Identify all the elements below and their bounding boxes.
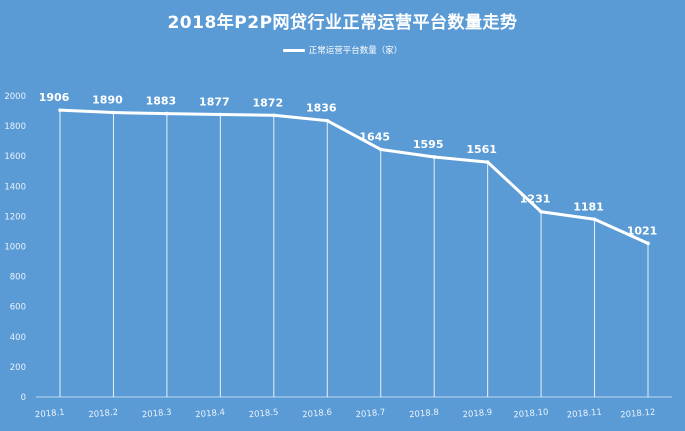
x-tick-label: 2018.3	[141, 408, 172, 421]
data-label: 1181	[573, 200, 604, 213]
x-tick-label: 2018.10	[513, 407, 549, 420]
data-label: 1561	[466, 143, 497, 156]
y-tick-label: 400	[10, 333, 26, 343]
data-point	[218, 112, 223, 117]
x-tick-label: 2018.4	[195, 408, 226, 421]
chart-title: 2018年P2P网贷行业正常运营平台数量走势	[167, 13, 518, 33]
series-line	[58, 108, 650, 245]
x-tick-label: 2018.2	[88, 408, 119, 421]
y-tick-label: 1000	[4, 243, 26, 253]
x-tick-label: 2018.6	[302, 408, 333, 421]
data-point	[378, 147, 383, 152]
data-point	[485, 160, 490, 164]
data-point	[646, 241, 650, 246]
data-label: 1645	[359, 130, 390, 143]
legend-swatch	[282, 48, 305, 52]
data-label: 1021	[627, 224, 658, 237]
data-point	[165, 111, 169, 116]
x-tick-label: 2018.7	[355, 408, 386, 421]
y-tick-label: 2000	[4, 92, 26, 102]
data-label: 1872	[253, 96, 284, 109]
data-point	[111, 110, 116, 115]
data-label: 1906	[39, 91, 70, 104]
data-label: 1836	[306, 102, 337, 115]
data-label: 1877	[199, 96, 230, 109]
data-point	[325, 118, 330, 123]
data-label: 1595	[413, 138, 444, 151]
data-point	[592, 217, 597, 222]
data-point	[539, 209, 543, 214]
y-tick-label: 0	[21, 393, 26, 403]
data-label: 1883	[146, 95, 177, 108]
x-tick-label: 2018.12	[620, 407, 656, 420]
data-point	[432, 155, 436, 159]
y-tick-label: 1600	[4, 152, 26, 162]
y-tick-label: 200	[10, 363, 26, 373]
data-point	[58, 108, 62, 112]
x-tick-label: 2018.1	[35, 408, 66, 421]
y-tick-label: 1200	[4, 212, 26, 222]
y-tick-label: 800	[10, 273, 26, 283]
x-tick-label: 2018.11	[566, 407, 602, 420]
y-tick-label: 1400	[4, 182, 26, 192]
y-tick-label: 1800	[4, 122, 26, 132]
legend-label: 正常运营平台数量（家）	[308, 46, 403, 56]
data-label: 1231	[520, 193, 551, 206]
x-tick-label: 2018.8	[409, 408, 440, 421]
x-tick-label: 2018.5	[248, 408, 279, 421]
x-tick-label: 2018.9	[462, 408, 493, 421]
data-label: 1890	[92, 94, 123, 107]
y-tick-label: 600	[10, 303, 26, 313]
data-point	[272, 113, 276, 118]
legend: 正常运营平台数量（家）	[0, 44, 685, 56]
